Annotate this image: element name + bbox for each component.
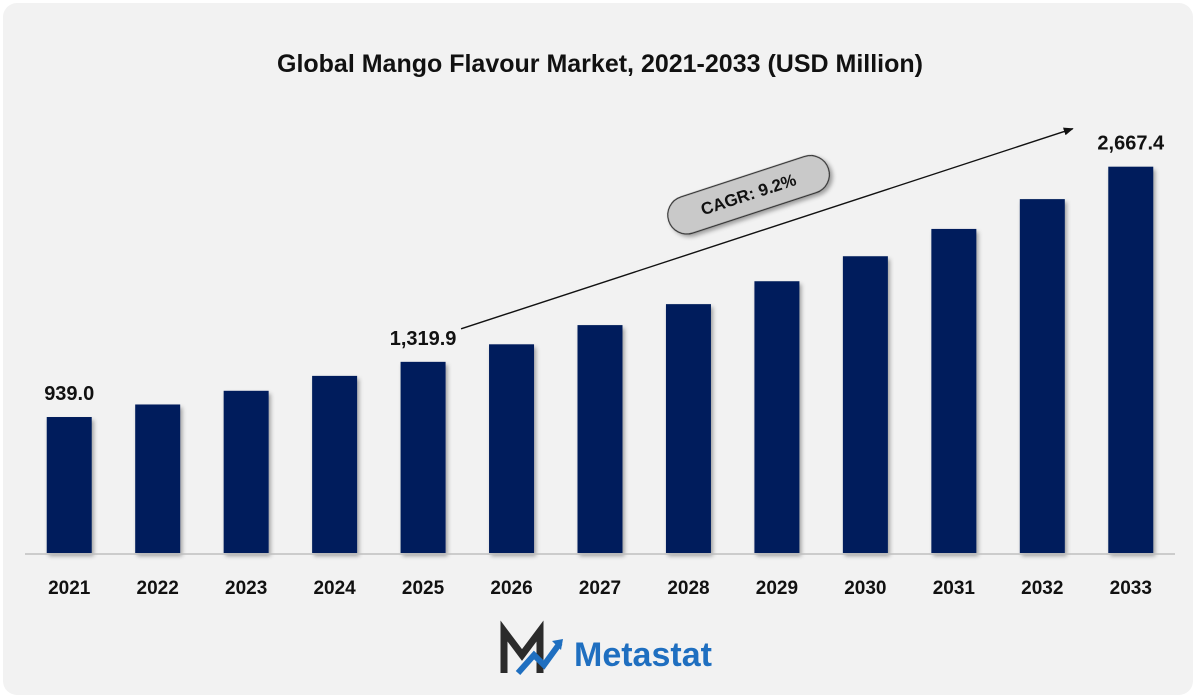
bar-2027 [577, 325, 623, 553]
bar-2024 [312, 375, 358, 553]
bar-chart: Global Mango Flavour Market, 2021-2033 (… [25, 50, 1175, 675]
x-tick-label-2031: 2031 [933, 578, 976, 599]
x-tick-label-2027: 2027 [579, 578, 621, 599]
metastat-logo-icon [500, 620, 563, 675]
brand-logo: Metastat [500, 620, 712, 675]
x-tick-label-2025: 2025 [402, 578, 445, 599]
x-tick-labels: 2021 2022 2023 2024 2025 2026 2027 2028 2029 2030… [48, 578, 1152, 599]
cagr-arrow [460, 127, 1074, 330]
data-label-2033: 2,667.4 [1097, 133, 1165, 155]
cagr-badge: CAGR: 9.2% [667, 154, 830, 235]
bars-group [46, 166, 1154, 554]
bar-2031 [931, 228, 977, 554]
bar-2032 [1019, 199, 1065, 553]
data-labels: 939.0 1,319.9 2,667.4 [44, 133, 1165, 405]
bar-2026 [489, 344, 535, 553]
x-tick-label-2021: 2021 [48, 578, 91, 599]
x-tick-label-2033: 2033 [1110, 578, 1152, 599]
x-tick-label-2028: 2028 [667, 578, 709, 599]
bar-2023 [223, 390, 269, 553]
brand-name: Metastat [574, 636, 712, 674]
bar-2033 [1108, 166, 1154, 553]
bar-2030 [842, 256, 888, 553]
x-tick-label-2030: 2030 [844, 578, 886, 599]
x-tick-label-2023: 2023 [225, 578, 267, 599]
x-tick-label-2022: 2022 [137, 578, 179, 599]
bar-2025 [400, 361, 446, 553]
data-label-2025: 1,319.9 [390, 328, 457, 350]
x-tick-label-2032: 2032 [1021, 578, 1063, 599]
chart-title: Global Mango Flavour Market, 2021-2033 (… [277, 50, 923, 78]
x-tick-label-2024: 2024 [313, 578, 356, 599]
bar-2021 [46, 417, 92, 553]
chart-card: Global Mango Flavour Market, 2021-2033 (… [3, 3, 1193, 695]
bar-2022 [135, 404, 181, 553]
x-tick-label-2026: 2026 [490, 578, 532, 599]
bar-2028 [665, 304, 711, 553]
bar-2029 [754, 281, 800, 553]
x-tick-label-2029: 2029 [756, 578, 798, 599]
data-label-2021: 939.0 [44, 383, 94, 405]
